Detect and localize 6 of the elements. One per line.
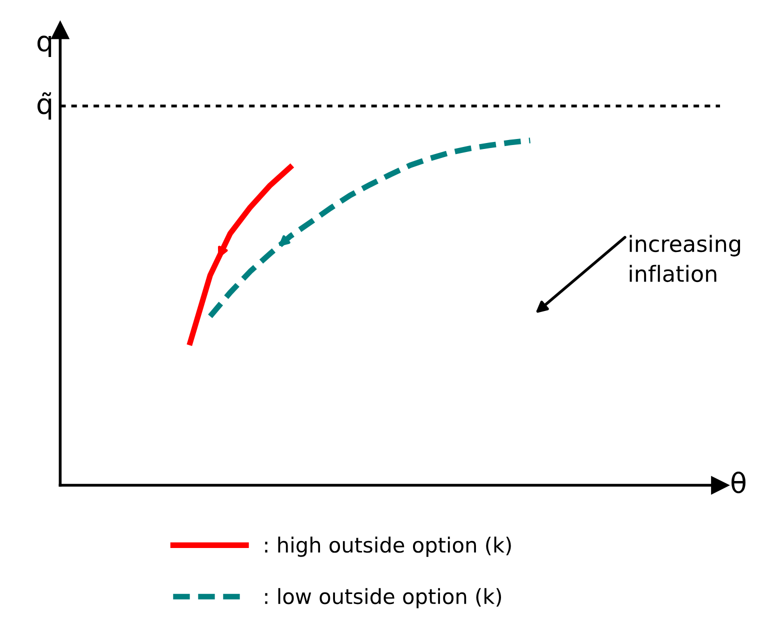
legend-label: : low outside option (k) — [265, 588, 502, 608]
ref-line-label: q̃ — [37, 92, 52, 120]
text: q — [37, 36, 52, 57]
text: increasing inflation — [630, 234, 740, 282]
text: θ — [732, 472, 746, 494]
legend-label: : high outside option (k) — [265, 536, 511, 557]
